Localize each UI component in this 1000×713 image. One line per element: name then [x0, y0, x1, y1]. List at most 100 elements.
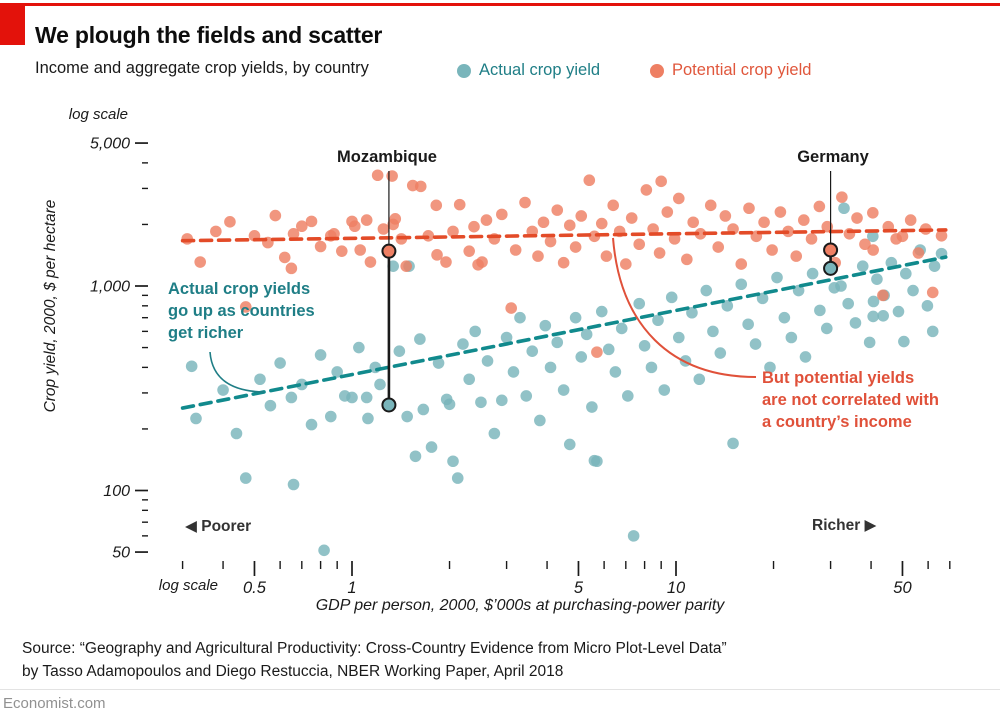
scatter-point-potential [655, 175, 667, 188]
scatter-point-actual [346, 391, 358, 404]
scatter-point-potential [896, 230, 909, 243]
scatter-point-potential [935, 229, 948, 242]
scatter-point-actual [749, 338, 762, 350]
scatter-point-actual [814, 304, 826, 317]
scatter-point-actual [658, 384, 671, 396]
top-rule [0, 3, 1000, 6]
scatter-point-potential [595, 217, 608, 230]
scatter-point-potential [447, 225, 459, 238]
scatter-point-actual [469, 325, 481, 338]
economist-red-tab [0, 3, 25, 45]
scatter-point-potential [661, 206, 674, 218]
scatter-point-potential [600, 250, 613, 262]
scatter-point-potential [758, 216, 770, 229]
y-tick-label: 100 [103, 483, 130, 500]
scatter-point-potential [774, 206, 787, 218]
scatter-point-actual [686, 306, 698, 319]
scatter-point-potential [400, 260, 413, 272]
scatter-point-potential [360, 214, 373, 226]
scatter-point-potential [704, 199, 717, 212]
x-axis-title: GDP per person, 2000, $’000s at purchasi… [315, 597, 725, 614]
scatter-point-actual [285, 391, 298, 404]
scatter-point-actual [672, 331, 685, 344]
scatter-point-potential [239, 301, 252, 313]
scatter-point-actual [296, 378, 308, 391]
scatter-point-actual [700, 284, 713, 297]
highlight-point-actual [823, 260, 839, 276]
scatter-point-actual [615, 322, 628, 335]
scatter-point-potential [719, 210, 732, 222]
annotation-actual-yields: Actual crop yields go up as countries ge… [168, 280, 315, 342]
economist-brand: Economist.com [3, 695, 106, 712]
page-title: We plough the fields and scatter [35, 22, 383, 48]
scatter-point-actual [609, 366, 622, 378]
scatter-point-actual [900, 267, 912, 280]
scatter-point-actual [778, 311, 791, 324]
scatter-point-potential [877, 289, 889, 302]
scatter-point-actual [305, 418, 318, 431]
scatter-point-actual [457, 338, 469, 350]
richer-direction-label: Richer ▶ [812, 517, 877, 534]
scatter-point-actual [500, 331, 513, 344]
scatter-point-actual [665, 291, 678, 304]
scatter-point-actual [514, 311, 526, 324]
scatter-point-potential [509, 244, 522, 256]
scatter-point-actual [785, 331, 798, 344]
scatter-point-potential [480, 214, 493, 226]
scatter-point-actual [401, 410, 413, 423]
scatter-point-potential [440, 256, 452, 268]
scatter-point-actual [217, 384, 229, 396]
scatter-point-actual [443, 398, 456, 411]
scatter-point-actual [274, 357, 286, 369]
scatter-point-actual [230, 427, 243, 440]
scatter-point-actual [867, 230, 879, 243]
scatter-point-actual [693, 373, 706, 386]
scatter-point-actual [360, 391, 373, 404]
scatter-point-potential [766, 244, 778, 256]
y-axis-log-scale-note: log scale [68, 106, 128, 123]
scatter-point-actual [586, 401, 598, 413]
scatter-point-actual [507, 366, 520, 378]
scatter-point-potential [285, 262, 298, 275]
scatter-point-actual [806, 267, 819, 280]
legend-label-potential: Potential crop yield [672, 61, 812, 79]
scatter-point-potential [335, 245, 348, 257]
scatter-point-potential [348, 220, 361, 233]
scatter-point-actual [264, 399, 277, 412]
scatter-point-potential [430, 199, 443, 212]
scatter-point-potential [625, 212, 638, 224]
scatter-point-actual [520, 390, 533, 402]
connector-potential-annotation [612, 237, 757, 378]
scatter-point-actual [488, 427, 501, 440]
scatter-point-potential [668, 233, 681, 245]
scatter-point-potential [314, 240, 327, 253]
scatter-point-potential [867, 244, 879, 256]
scatter-point-potential [371, 169, 384, 182]
scatter-point-actual [727, 437, 739, 450]
scatter-point-actual [551, 336, 564, 349]
scatter-point-potential [210, 225, 222, 238]
scatter-point-actual [409, 450, 422, 463]
scatter-point-potential [463, 245, 475, 257]
scatter-point-actual [287, 478, 300, 491]
x-tick-label: 10 [667, 579, 686, 597]
scatter-point-actual [432, 357, 445, 369]
scatter-point-actual [190, 412, 202, 425]
scatter-point-actual [633, 297, 646, 310]
scatter-point-actual [756, 292, 769, 305]
scatter-point-potential [563, 219, 576, 232]
country-callout-germany: Germany [797, 148, 869, 166]
scatter-point-potential [867, 207, 879, 219]
trend-line-potential [180, 228, 948, 243]
scatter-point-actual [742, 318, 754, 331]
scatter-point-actual [475, 396, 487, 409]
scatter-point-potential [620, 258, 632, 270]
scatter-point-potential [194, 256, 206, 268]
scatter-point-potential [278, 251, 291, 264]
scatter-point-potential [687, 216, 699, 229]
scatter-point-potential [798, 214, 810, 226]
scatter-point-potential [453, 198, 466, 211]
scatter-point-potential [859, 238, 871, 251]
